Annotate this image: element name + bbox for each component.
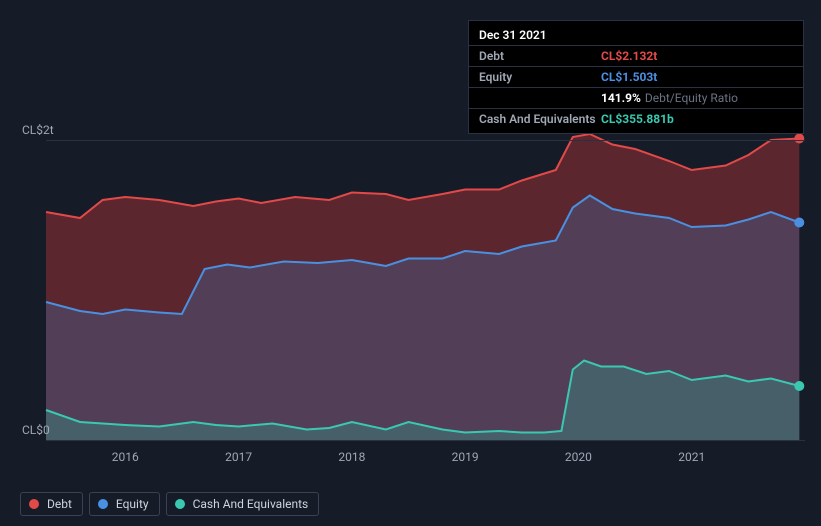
legend-item[interactable]: Debt: [20, 492, 83, 516]
x-axis-label: 2021: [678, 450, 705, 464]
y-axis-label: CL$0: [22, 423, 50, 437]
legend-label: Debt: [47, 497, 72, 511]
y-axis-label: CL$2t: [22, 123, 54, 137]
tooltip-row: Cash And EquivalentsCL$355.881b: [469, 109, 803, 129]
x-axis-label: 2020: [565, 450, 592, 464]
tooltip-value: CL$2.132t: [601, 48, 657, 64]
legend-item[interactable]: Equity: [89, 492, 160, 516]
x-axis-label: 2016: [112, 450, 139, 464]
x-axis-label: 2018: [338, 450, 365, 464]
legend-dot-icon: [29, 499, 39, 509]
tooltip-key: [479, 90, 601, 106]
x-axis-label: 2017: [225, 450, 252, 464]
tooltip-value: CL$1.503t: [601, 69, 657, 85]
legend-dot-icon: [175, 499, 185, 509]
tooltip-date: Dec 31 2021: [479, 27, 793, 43]
tooltip-extra: Debt/Equity Ratio: [645, 90, 738, 106]
tooltip-key: Equity: [479, 69, 601, 85]
tooltip-row: DebtCL$2.132t: [469, 46, 803, 67]
series-end-marker: [794, 381, 804, 391]
series-end-marker: [794, 218, 804, 228]
tooltip-row: 141.9%Debt/Equity Ratio: [469, 88, 803, 109]
legend-label: Cash And Equivalents: [193, 497, 309, 511]
series-end-marker: [794, 134, 804, 144]
legend-label: Equity: [116, 497, 149, 511]
tooltip-key: Cash And Equivalents: [479, 111, 601, 127]
tooltip-value: CL$355.881b: [601, 111, 674, 127]
plot-area: [46, 140, 805, 440]
grid-line: [46, 140, 805, 141]
chart-tooltip: Dec 31 2021 DebtCL$2.132tEquityCL$1.503t…: [468, 20, 804, 134]
tooltip-value: 141.9%: [601, 90, 641, 106]
x-axis-label: 2019: [452, 450, 479, 464]
grid-line: [46, 440, 805, 441]
tooltip-key: Debt: [479, 48, 601, 64]
legend-dot-icon: [98, 499, 108, 509]
legend-item[interactable]: Cash And Equivalents: [166, 492, 320, 516]
tooltip-row: EquityCL$1.503t: [469, 67, 803, 88]
chart-legend: Debt Equity Cash And Equivalents: [20, 492, 319, 516]
